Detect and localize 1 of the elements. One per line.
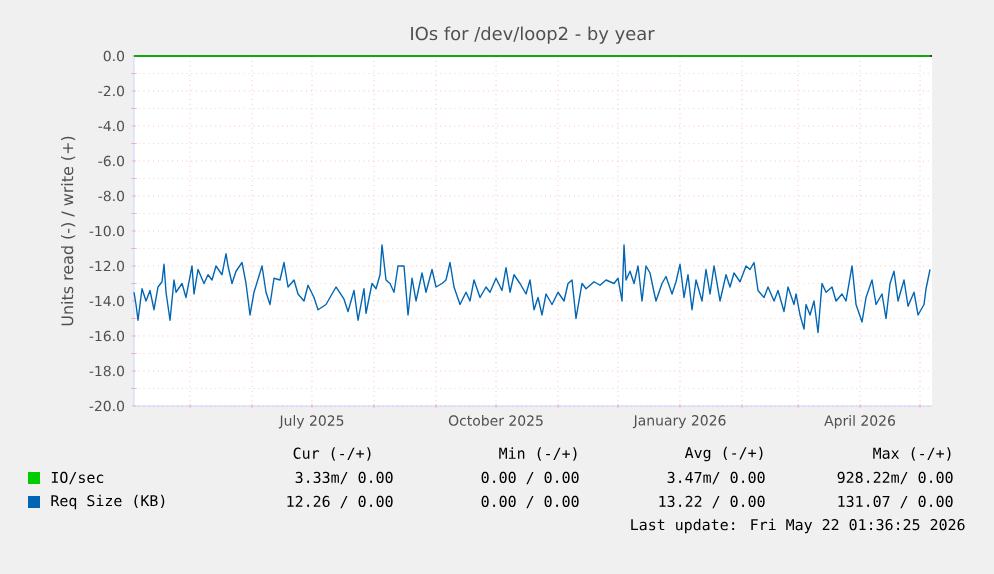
chart-title: IOs for /dev/loop2 - by year [411, 26, 655, 44]
